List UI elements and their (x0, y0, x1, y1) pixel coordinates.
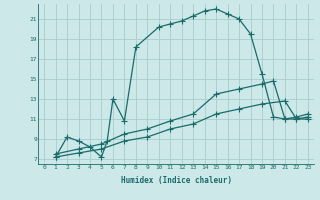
X-axis label: Humidex (Indice chaleur): Humidex (Indice chaleur) (121, 176, 231, 185)
